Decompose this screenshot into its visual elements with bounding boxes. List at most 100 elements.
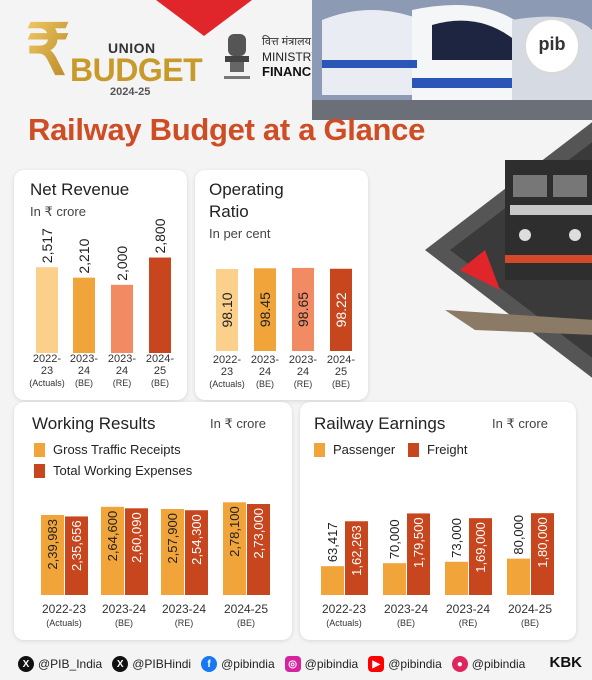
bar [531,513,554,595]
data-label: 1,79,500 [411,517,426,568]
social-handle-youtube[interactable]: ▶ @pibindia [368,656,442,672]
tick-label: 2022-23 [42,602,86,616]
bar [216,269,238,351]
tick-label: 2023- [70,353,98,365]
net-revenue-chart: 2,5172022-23(Actuals)2,2102023-24(BE)2,0… [29,218,174,388]
bar [149,257,171,353]
bar [407,513,430,595]
tick-label: 2024- [146,353,174,365]
tick-label: 2023- [108,353,136,365]
data-label: 2,210 [76,238,92,273]
data-label: 2,57,900 [165,513,180,564]
bar [65,516,88,595]
tick-label: 24 [259,366,271,378]
header: ₹ UNION BUDGET 2024-25 वित्त मंत्रालय MI… [0,0,592,120]
tick-label: (BE) [256,379,274,389]
net-revenue-title: Net Revenue [30,180,130,199]
data-label: 2,60,090 [129,512,144,563]
data-label: 1,62,263 [349,525,364,576]
data-label: 73,000 [449,518,464,558]
facebook-icon: f [201,656,218,672]
legend-freight: Freight [408,442,467,457]
data-label: 2,73,000 [251,508,266,559]
tick-label: (BE) [521,618,539,628]
operating-ratio-card: Operating Ratio In per cent 98.10 2022- 23… [195,170,368,400]
x-icon: X [112,656,129,672]
data-label: 2,78,100 [227,506,242,557]
page-title: Railway Budget at a Glance [28,112,426,147]
tick-label: (Actuals) [29,378,65,388]
working-results-unit: In ₹ crore [210,416,266,431]
logo-budget-text: BUDGET [70,52,203,88]
tick-label: 24 [297,366,309,378]
bar [223,502,246,595]
tick-label: (BE) [151,378,169,388]
legend-total-working-expenses: Total Working Expenses [34,463,192,478]
ministry-line2-text: FINANCE [262,64,320,79]
operating-ratio-subtitle: In per cent [209,226,271,241]
red-triangle-decoration [156,0,252,36]
bar [111,284,133,353]
working-results-chart: 2,39,983 2,35,656 2022-23 (Actuals) 2,64,600… [41,502,270,628]
social-handle-instagram[interactable]: ◎ @pibindia [284,656,358,672]
credit-text: KBK [549,654,583,671]
tick-label: 2024-25 [508,602,552,616]
tick-label: 2022- [213,354,241,366]
svg-text:₹: ₹ [26,14,71,86]
tick-label: 2023- [251,354,279,366]
tick-label: (BE) [237,618,255,628]
railway-earnings-title: Railway Earnings [314,414,446,433]
tick-label: (BE) [75,378,93,388]
data-label: 2,54,300 [189,514,204,565]
data-label: 1,80,000 [535,517,550,568]
bar [161,509,184,595]
legend-passenger: Passenger [314,442,395,457]
tick-label: 2023-24 [446,602,490,616]
social-handle-koo[interactable]: ● @pibindia [451,656,525,672]
tick-label: 25 [154,365,166,377]
social-footer: X @PIB_India X @PIBHindi f @pibindia ◎ @… [0,648,592,680]
tick-label: (RE) [175,618,194,628]
tick-label: (Actuals) [46,618,82,628]
bar [254,268,276,351]
operating-ratio-chart: 98.102022-23(Actuals)98.452023-24(BE)98.… [209,267,355,389]
social-handle-pib-india[interactable]: X @PIB_India [18,656,102,672]
data-label: 2,800 [152,218,168,253]
bar [330,268,352,351]
data-label: 70,000 [387,519,402,559]
bar [247,504,270,595]
tick-label: 23 [41,365,53,377]
bar [101,506,124,595]
bar [36,267,58,353]
rupee-logo-icon: ₹ [26,14,71,86]
data-label: 98.45 [257,292,273,327]
tick-label: 2023-24 [384,602,428,616]
railway-earnings-unit: In ₹ crore [492,416,548,431]
net-revenue-card: Net Revenue In ₹ crore 2,517 2022- 23 (Actu… [14,170,187,400]
tick-label: 2024- [327,354,355,366]
x-icon: X [18,656,34,672]
bar [445,561,468,595]
bar [383,563,406,595]
social-handle-facebook[interactable]: f @pibindia [201,656,275,672]
legend-swatch-dark [408,442,419,457]
logo-union-text: UNION [108,40,156,56]
data-label: 98.22 [333,292,349,327]
net-revenue-subtitle: In ₹ crore [30,204,86,219]
tick-label: 24 [116,365,128,377]
data-label: 2,64,600 [105,511,120,562]
logo-year-text: 2024-25 [110,86,151,98]
bar [292,267,314,351]
data-label: 98.65 [295,292,311,327]
bar [345,521,368,595]
social-handle-pib-hindi[interactable]: X @PIBHindi [112,656,191,672]
bar [185,510,208,595]
pib-logo: pib [524,18,580,74]
bar [41,515,64,595]
tick-label: (Actuals) [209,379,245,389]
operating-ratio-title-line1: Operating [209,180,284,199]
tick-label: (Actuals) [326,618,362,628]
instagram-icon: ◎ [284,656,301,672]
data-label: 98.10 [219,292,235,327]
koo-icon: ● [451,656,468,672]
